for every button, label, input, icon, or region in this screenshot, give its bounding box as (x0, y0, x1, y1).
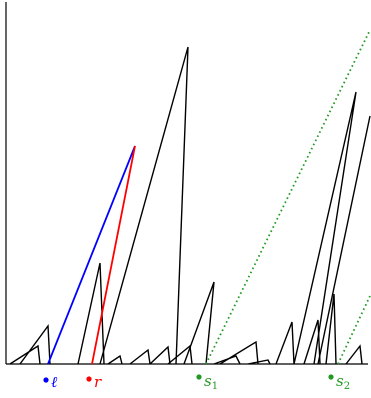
spike (77, 262, 105, 365)
highlight-right-edge (91, 145, 136, 365)
label-r: r (94, 373, 102, 391)
label-s2-main: s (336, 372, 344, 390)
spike (213, 355, 241, 365)
spike (303, 319, 321, 365)
label-s1-main: s (204, 372, 212, 390)
spike (275, 321, 295, 365)
spike (317, 115, 371, 365)
label-l: ℓ (51, 373, 57, 391)
spike (183, 281, 215, 365)
label-s1: s1 (204, 372, 218, 392)
spike (149, 345, 171, 365)
spike (293, 91, 357, 365)
marker-s2 (328, 374, 334, 380)
dotted-line-s2 (337, 295, 371, 365)
label-s2: s2 (336, 372, 350, 392)
label-s1-sub: 1 (212, 381, 218, 392)
spike (219, 340, 259, 365)
marker-r (86, 376, 92, 382)
spike (107, 354, 123, 365)
label-s2-sub: 2 (344, 381, 350, 392)
spike (9, 344, 41, 365)
spike (345, 344, 363, 365)
highlight-left-edge (47, 145, 136, 365)
dotted-line-s1 (205, 29, 371, 365)
spike (129, 348, 151, 365)
spike (167, 344, 193, 365)
spike (247, 359, 271, 365)
spike-group (9, 46, 371, 365)
marker-l (43, 377, 49, 383)
spike (19, 324, 51, 365)
spike (325, 293, 337, 365)
spike (99, 46, 189, 365)
marker-s1 (196, 374, 202, 380)
